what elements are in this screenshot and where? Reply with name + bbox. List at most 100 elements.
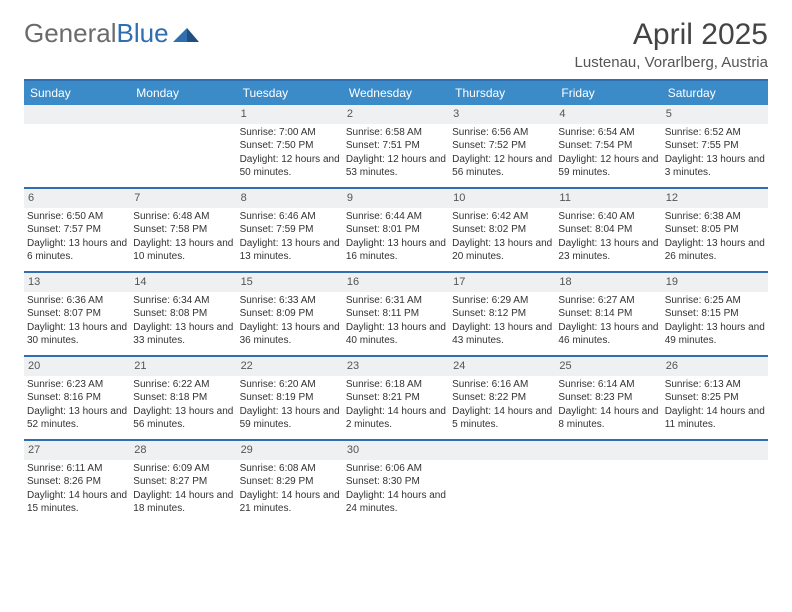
daylight-line: Daylight: 14 hours and 2 minutes. — [346, 405, 446, 432]
sunrise-line: Sunrise: 6:09 AM — [133, 462, 233, 476]
day-cell: 14Sunrise: 6:34 AMSunset: 8:08 PMDayligh… — [130, 273, 236, 355]
sunset-line: Sunset: 8:12 PM — [452, 307, 552, 321]
day-cell: 1Sunrise: 7:00 AMSunset: 7:50 PMDaylight… — [237, 105, 343, 187]
day-number: 2 — [343, 105, 449, 124]
sunrise-line: Sunrise: 6:31 AM — [346, 294, 446, 308]
sunrise-line: Sunrise: 6:52 AM — [665, 126, 765, 140]
week-row: 13Sunrise: 6:36 AMSunset: 8:07 PMDayligh… — [24, 271, 768, 355]
daylight-line: Daylight: 13 hours and 3 minutes. — [665, 153, 765, 180]
calendar-page: GeneralBlue April 2025 Lustenau, Vorarlb… — [0, 0, 792, 612]
daylight-line: Daylight: 13 hours and 36 minutes. — [240, 321, 340, 348]
logo-text: GeneralBlue — [24, 18, 169, 49]
sunset-line: Sunset: 8:02 PM — [452, 223, 552, 237]
sunrise-line: Sunrise: 6:42 AM — [452, 210, 552, 224]
day-number — [555, 441, 661, 460]
day-number: 6 — [24, 189, 130, 208]
week-row: 27Sunrise: 6:11 AMSunset: 8:26 PMDayligh… — [24, 439, 768, 523]
daylight-line: Daylight: 14 hours and 18 minutes. — [133, 489, 233, 516]
day-of-week-cell: Sunday — [24, 81, 130, 105]
day-number — [130, 105, 236, 124]
day-number: 10 — [449, 189, 555, 208]
daylight-line: Daylight: 12 hours and 50 minutes. — [240, 153, 340, 180]
sunrise-line: Sunrise: 6:58 AM — [346, 126, 446, 140]
sunset-line: Sunset: 8:25 PM — [665, 391, 765, 405]
sunset-line: Sunset: 7:58 PM — [133, 223, 233, 237]
sunrise-line: Sunrise: 6:44 AM — [346, 210, 446, 224]
sunrise-line: Sunrise: 6:34 AM — [133, 294, 233, 308]
day-number: 5 — [662, 105, 768, 124]
sunset-line: Sunset: 7:50 PM — [240, 139, 340, 153]
sunset-line: Sunset: 8:19 PM — [240, 391, 340, 405]
sunrise-line: Sunrise: 6:25 AM — [665, 294, 765, 308]
page-subtitle: Lustenau, Vorarlberg, Austria — [575, 54, 768, 71]
logo-part-2: Blue — [117, 18, 169, 48]
day-number: 4 — [555, 105, 661, 124]
daylight-line: Daylight: 13 hours and 16 minutes. — [346, 237, 446, 264]
day-number: 28 — [130, 441, 236, 460]
daylight-line: Daylight: 14 hours and 15 minutes. — [27, 489, 127, 516]
day-number — [662, 441, 768, 460]
sunset-line: Sunset: 7:55 PM — [665, 139, 765, 153]
day-cell: 5 Sunrise: 6:52 AMSunset: 7:55 PMDaylight… — [662, 105, 768, 187]
sunrise-line: Sunrise: 6:08 AM — [240, 462, 340, 476]
day-cell: 17Sunrise: 6:29 AMSunset: 8:12 PMDayligh… — [449, 273, 555, 355]
daylight-line: Daylight: 13 hours and 52 minutes. — [27, 405, 127, 432]
daylight-line: Daylight: 13 hours and 49 minutes. — [665, 321, 765, 348]
day-cell: 22Sunrise: 6:20 AMSunset: 8:19 PMDayligh… — [237, 357, 343, 439]
sunrise-line: Sunrise: 6:22 AM — [133, 378, 233, 392]
daylight-line: Daylight: 13 hours and 6 minutes. — [27, 237, 127, 264]
day-cell: 8Sunrise: 6:46 AMSunset: 7:59 PMDaylight… — [237, 189, 343, 271]
sunset-line: Sunset: 8:11 PM — [346, 307, 446, 321]
day-number: 15 — [237, 273, 343, 292]
sunset-line: Sunset: 8:08 PM — [133, 307, 233, 321]
day-number: 16 — [343, 273, 449, 292]
sunset-line: Sunset: 7:51 PM — [346, 139, 446, 153]
day-of-week-cell: Friday — [555, 81, 661, 105]
day-cell: 7Sunrise: 6:48 AMSunset: 7:58 PMDaylight… — [130, 189, 236, 271]
day-cell: 12Sunrise: 6:38 AMSunset: 8:05 PMDayligh… — [662, 189, 768, 271]
daylight-line: Daylight: 13 hours and 13 minutes. — [240, 237, 340, 264]
day-number: 8 — [237, 189, 343, 208]
day-number: 3 — [449, 105, 555, 124]
day-number — [449, 441, 555, 460]
day-cell: 26Sunrise: 6:13 AMSunset: 8:25 PMDayligh… — [662, 357, 768, 439]
weeks-container: 1Sunrise: 7:00 AMSunset: 7:50 PMDaylight… — [24, 105, 768, 523]
day-number: 18 — [555, 273, 661, 292]
daylight-line: Daylight: 14 hours and 24 minutes. — [346, 489, 446, 516]
day-cell: 16 Sunrise: 6:31 AMSunset: 8:11 PMDayligh… — [343, 273, 449, 355]
title-block: April 2025 Lustenau, Vorarlberg, Austria — [575, 18, 768, 71]
day-cell: 3Sunrise: 6:56 AMSunset: 7:52 PMDaylight… — [449, 105, 555, 187]
day-number: 26 — [662, 357, 768, 376]
day-number: 11 — [555, 189, 661, 208]
day-number: 22 — [237, 357, 343, 376]
day-of-week-cell: Monday — [130, 81, 236, 105]
sunrise-line: Sunrise: 6:48 AM — [133, 210, 233, 224]
day-number: 21 — [130, 357, 236, 376]
day-number: 23 — [343, 357, 449, 376]
sunset-line: Sunset: 8:04 PM — [558, 223, 658, 237]
day-cell: 10 Sunrise: 6:42 AMSunset: 8:02 PMDayligh… — [449, 189, 555, 271]
page-header: GeneralBlue April 2025 Lustenau, Vorarlb… — [24, 18, 768, 71]
sunrise-line: Sunrise: 6:38 AM — [665, 210, 765, 224]
sunset-line: Sunset: 8:05 PM — [665, 223, 765, 237]
sunrise-line: Sunrise: 6:06 AM — [346, 462, 446, 476]
day-number: 7 — [130, 189, 236, 208]
sunrise-line: Sunrise: 7:00 AM — [240, 126, 340, 140]
week-row: 1Sunrise: 7:00 AMSunset: 7:50 PMDaylight… — [24, 105, 768, 187]
week-row: 20Sunrise: 6:23 AMSunset: 8:16 PMDayligh… — [24, 355, 768, 439]
daylight-line: Daylight: 13 hours and 40 minutes. — [346, 321, 446, 348]
day-cell: 27Sunrise: 6:11 AMSunset: 8:26 PMDayligh… — [24, 441, 130, 523]
day-number: 24 — [449, 357, 555, 376]
sunset-line: Sunset: 8:23 PM — [558, 391, 658, 405]
day-of-week-cell: Tuesday — [237, 81, 343, 105]
daylight-line: Daylight: 13 hours and 23 minutes. — [558, 237, 658, 264]
day-cell: 13Sunrise: 6:36 AMSunset: 8:07 PMDayligh… — [24, 273, 130, 355]
day-cell: 30Sunrise: 6:06 AMSunset: 8:30 PMDayligh… — [343, 441, 449, 523]
sunrise-line: Sunrise: 6:11 AM — [27, 462, 127, 476]
day-number: 30 — [343, 441, 449, 460]
sunrise-line: Sunrise: 6:29 AM — [452, 294, 552, 308]
daylight-line: Daylight: 13 hours and 20 minutes. — [452, 237, 552, 264]
day-of-week-cell: Saturday — [662, 81, 768, 105]
day-of-week-cell: Thursday — [449, 81, 555, 105]
daylight-line: Daylight: 14 hours and 11 minutes. — [665, 405, 765, 432]
